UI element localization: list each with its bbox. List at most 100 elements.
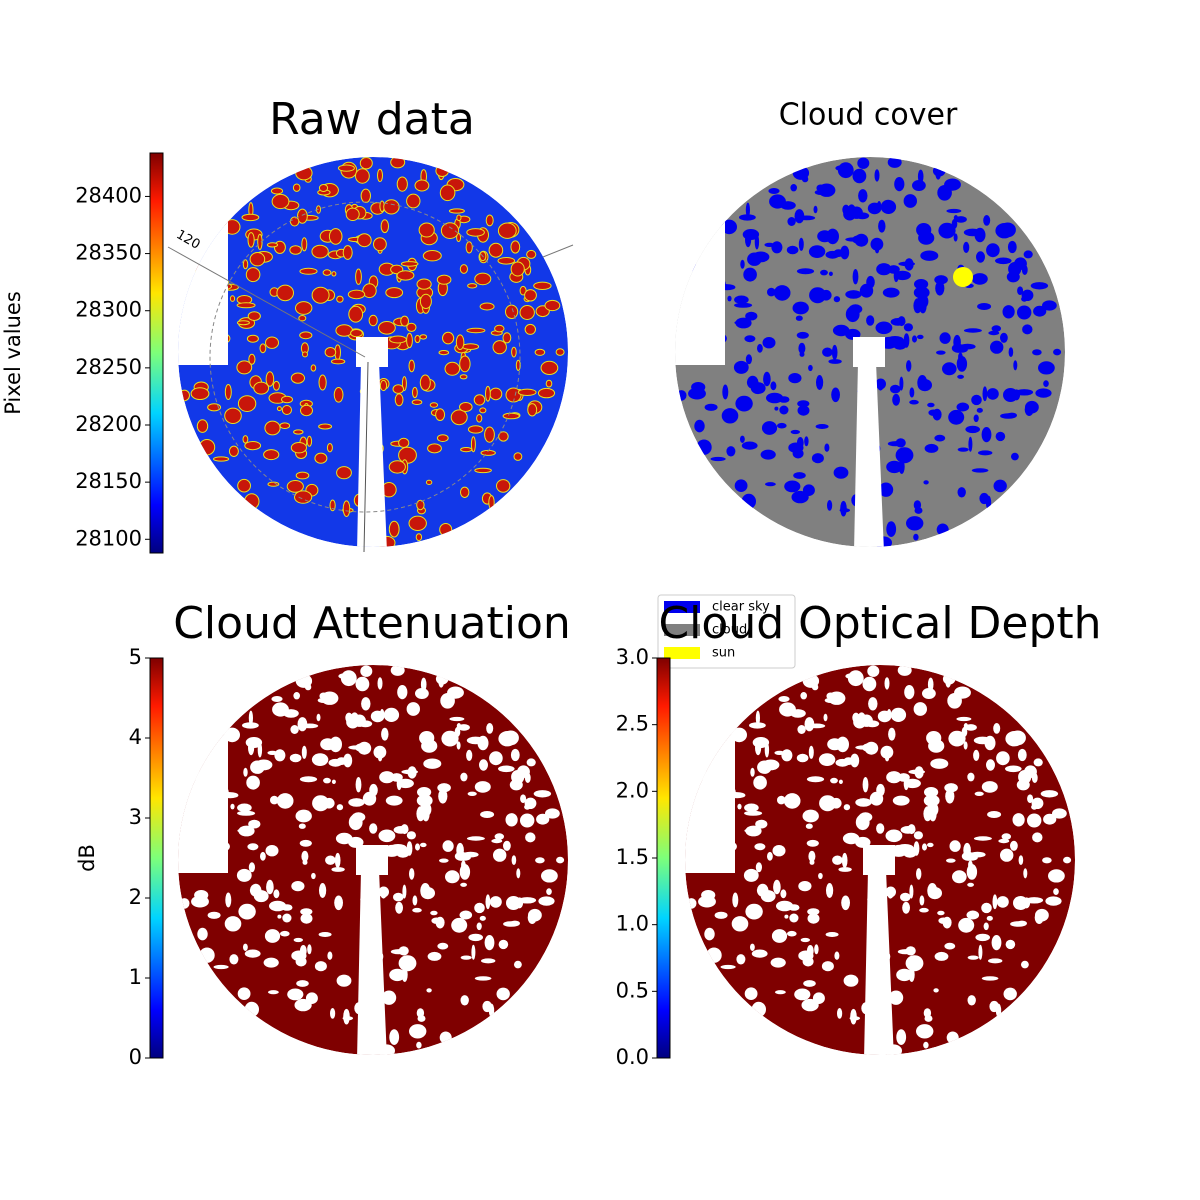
blob [1031, 797, 1044, 809]
blob [301, 237, 308, 252]
blob [833, 466, 849, 479]
blob [835, 165, 852, 172]
blob [798, 950, 814, 961]
blob [324, 347, 337, 358]
blob [519, 305, 535, 320]
blob [973, 836, 992, 841]
blob [348, 305, 364, 323]
blob [290, 725, 299, 734]
blob [526, 249, 537, 259]
blob [406, 831, 416, 840]
blob [511, 770, 525, 784]
blob [942, 362, 957, 376]
blob [396, 176, 408, 192]
blob [257, 233, 263, 250]
blob [840, 500, 847, 517]
blob [347, 289, 366, 300]
blob [362, 283, 377, 299]
blob [456, 723, 461, 729]
polar-axis [363, 361, 369, 553]
blob [973, 414, 979, 423]
blob [474, 467, 492, 474]
blob [897, 316, 906, 327]
blob [281, 904, 293, 911]
blob [816, 184, 825, 192]
blob [838, 867, 852, 872]
blob [953, 215, 959, 221]
blob [808, 364, 813, 372]
blob [988, 330, 1000, 336]
blob [423, 758, 442, 769]
blob [1048, 869, 1065, 883]
blob [272, 702, 289, 717]
blob [198, 439, 216, 456]
blob [479, 302, 495, 311]
blob [455, 334, 465, 351]
blob [190, 387, 210, 401]
blob [969, 851, 986, 858]
blob [734, 302, 753, 308]
blob [441, 730, 459, 747]
blob [494, 833, 504, 840]
blob [277, 914, 282, 919]
blob [451, 917, 468, 933]
blob [796, 268, 815, 275]
blob [527, 911, 537, 924]
blob [805, 823, 813, 829]
panel-title: Raw data [269, 94, 475, 145]
blob [744, 803, 759, 812]
blob [774, 750, 785, 756]
blob [953, 334, 961, 350]
tick-label: 28350 [75, 241, 142, 265]
blob [290, 442, 307, 454]
blob [722, 384, 729, 400]
blob [792, 301, 809, 315]
blob [248, 740, 255, 756]
blob [437, 783, 451, 793]
blob [850, 1008, 857, 1025]
blob [474, 272, 492, 286]
blob [932, 408, 942, 421]
blob [334, 852, 341, 868]
blob [750, 767, 755, 777]
blob [842, 832, 860, 845]
blob [265, 845, 279, 857]
blob [890, 707, 907, 723]
blob [178, 389, 190, 402]
blob [466, 736, 485, 745]
blob [830, 777, 838, 784]
blob [1000, 848, 1014, 862]
blob [757, 760, 772, 774]
blob [760, 449, 776, 460]
blob [902, 901, 910, 914]
blob [1043, 813, 1057, 825]
blob [299, 776, 318, 783]
blob [996, 896, 1009, 908]
blob [244, 441, 262, 451]
blob [448, 208, 465, 214]
blob [357, 741, 372, 755]
blob [414, 179, 430, 192]
blob [419, 731, 435, 745]
blob [191, 895, 209, 908]
blob [909, 884, 914, 899]
blob [416, 1041, 422, 1049]
blob [843, 804, 851, 811]
blob [727, 295, 732, 302]
blob [224, 916, 242, 932]
tick-label: 2.5 [616, 712, 649, 736]
blob [821, 961, 834, 972]
blob [197, 927, 208, 941]
blob [266, 879, 274, 895]
blob [484, 426, 495, 443]
blob [735, 395, 753, 412]
blob [517, 388, 537, 396]
blob [534, 348, 546, 356]
blob [740, 259, 745, 269]
blob [878, 482, 894, 497]
blob [481, 958, 496, 964]
blob [179, 898, 190, 909]
blob [378, 829, 396, 843]
blob [898, 261, 915, 267]
blob [694, 419, 705, 433]
